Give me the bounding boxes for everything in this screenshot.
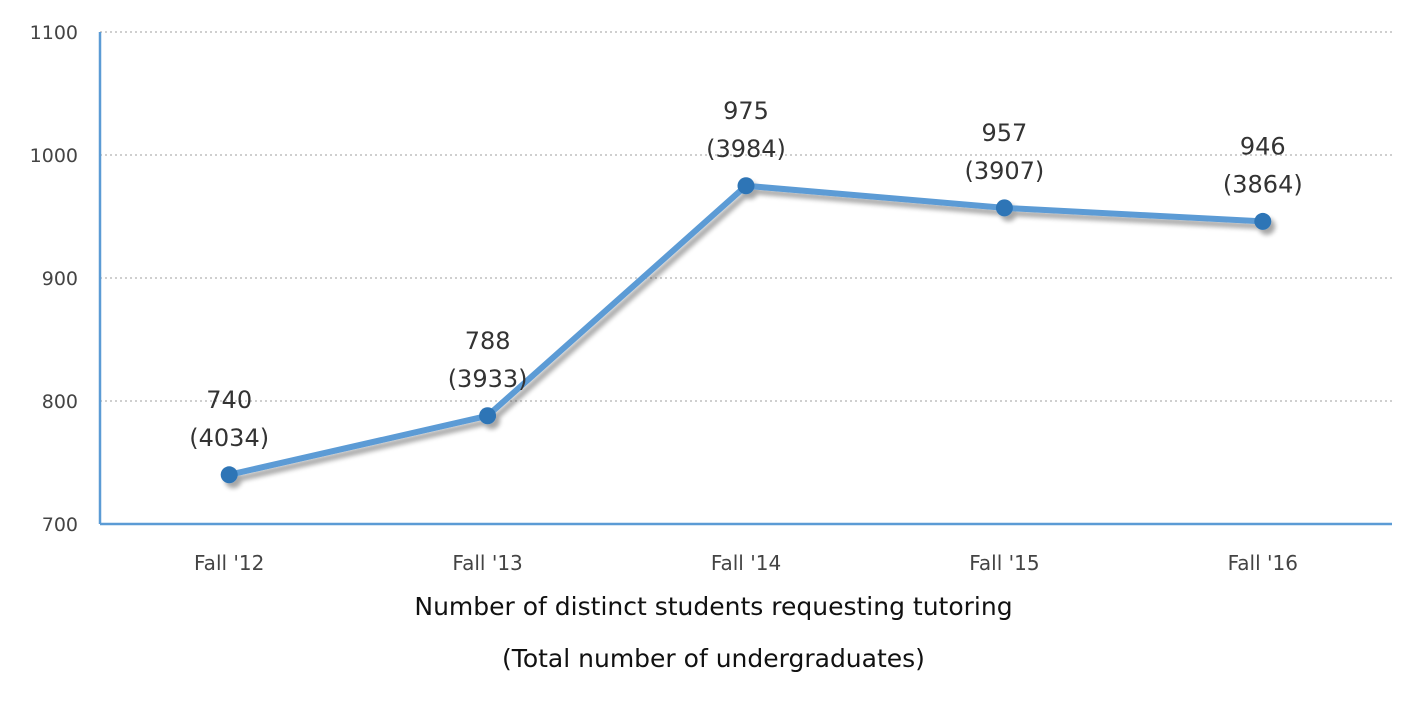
x-tick-label: Fall '12 bbox=[194, 551, 264, 575]
y-tick-label: 700 bbox=[42, 514, 78, 536]
data-label-value: 946 bbox=[1240, 132, 1286, 160]
y-axis-ticks: 700 800 900 1000 1100 bbox=[30, 22, 78, 536]
data-label-total: (3907) bbox=[964, 157, 1044, 185]
x-tick-label: Fall '14 bbox=[711, 551, 781, 575]
x-tick-label: Fall '15 bbox=[969, 551, 1039, 575]
x-axis-title-line-2: (Total number of undergraduates) bbox=[502, 644, 925, 673]
data-point bbox=[1254, 212, 1272, 230]
data-labels: 740 (4034) 788 (3933) 975 (3984) 957 (3907) 946 (… bbox=[189, 97, 1302, 452]
series bbox=[220, 177, 1272, 484]
y-tick-label: 800 bbox=[42, 391, 78, 413]
data-label-total: (4034) bbox=[189, 424, 269, 452]
y-tick-label: 1100 bbox=[30, 22, 78, 44]
data-label-total: (3933) bbox=[448, 365, 528, 393]
data-label-value: 957 bbox=[981, 119, 1027, 147]
gridlines bbox=[100, 31, 1392, 402]
x-tick-label: Fall '13 bbox=[452, 551, 522, 575]
data-point bbox=[479, 407, 497, 425]
data-label-value: 788 bbox=[465, 327, 511, 355]
data-label-total: (3864) bbox=[1223, 170, 1303, 198]
y-tick-label: 900 bbox=[42, 268, 78, 290]
x-axis-title-line-1: Number of distinct students requesting t… bbox=[414, 592, 1013, 621]
data-label-value: 740 bbox=[206, 386, 252, 414]
data-label-total: (3984) bbox=[706, 135, 786, 163]
data-point bbox=[737, 177, 755, 195]
axes bbox=[98, 32, 1392, 526]
x-tick-label: Fall '16 bbox=[1228, 551, 1298, 575]
x-axis-ticks: Fall '12 Fall '13 Fall '14 Fall '15 Fall '16 bbox=[194, 551, 1298, 575]
data-point bbox=[995, 199, 1013, 217]
series-line bbox=[226, 182, 1266, 478]
data-label-value: 975 bbox=[723, 97, 769, 125]
y-tick-label: 1000 bbox=[30, 145, 78, 167]
data-point bbox=[220, 466, 238, 484]
